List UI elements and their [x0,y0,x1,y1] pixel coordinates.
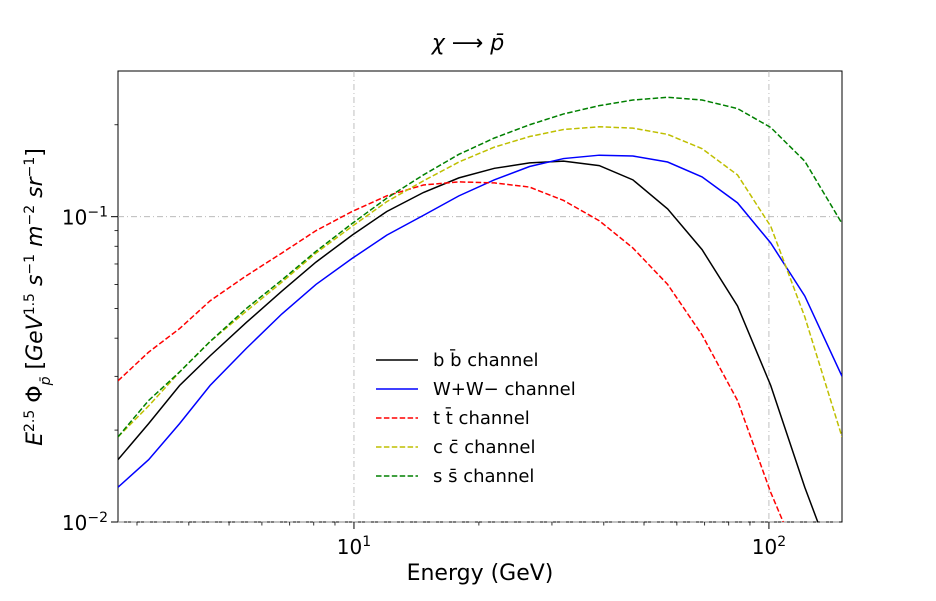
legend-label-3: c c̄ channel [433,437,535,458]
grid-layer [118,71,842,523]
legend-label-4: s s̄ channel [433,466,534,487]
series-layer [118,96,842,522]
series-line-4 [118,96,842,438]
x-axis-label: Energy (GeV) [407,561,554,586]
y-tick-label: 10−1 [62,205,108,230]
y-axis-label: E2.5 Φp̄ [GeV1.5 s−1 m−2 sr−1] [22,148,54,446]
plot-area [117,70,843,523]
series-line-2 [118,181,785,522]
series-line-1 [118,154,842,488]
y-tick-label: 10−2 [62,510,108,535]
legend-label-1: W+W− channel [433,379,576,400]
x-tick-label: 102 [752,534,786,559]
series-line-0 [118,160,819,522]
x-tick-label: 101 [337,534,371,559]
series-line-3 [118,126,842,438]
ticks-layer: 101 102 10−2 10−1 [62,124,786,559]
chart-title: χ ⟶ p̄ [431,31,505,56]
legend-label-0: b b̄ channel [433,349,539,371]
legend-label-2: t t̄ channel [433,407,530,429]
legend: b b̄ channel W+W− channel t t̄ channel c c̄… [376,349,576,487]
